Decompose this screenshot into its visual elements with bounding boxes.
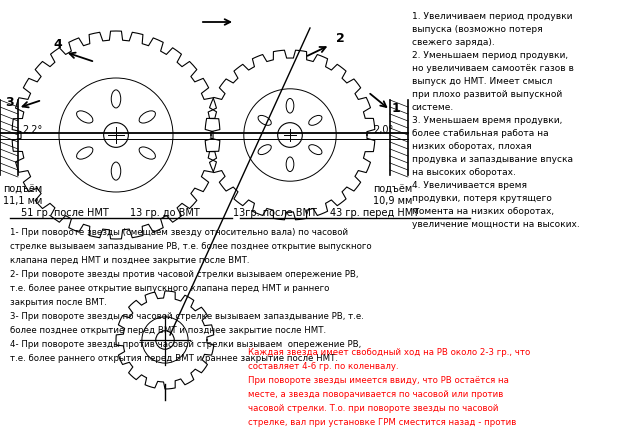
Text: стрелке, вал при установке ГРМ сместится назад - против: стрелке, вал при установке ГРМ сместится… [248, 418, 516, 427]
Text: т.е. более ранее открытие выпускного клапана перед НМТ и раннего: т.е. более ранее открытие выпускного кла… [10, 284, 329, 293]
Text: подъём: подъём [3, 185, 42, 195]
Text: часовой стрелки. Т.о. при повороте звезды по часовой: часовой стрелки. Т.о. при повороте звезд… [248, 404, 499, 413]
Text: 51 гр. после НМТ: 51 гр. после НМТ [21, 208, 109, 218]
Text: 4. Увеличивается время: 4. Увеличивается время [412, 181, 527, 190]
Text: 2: 2 [336, 31, 344, 45]
Text: 10,9 мм: 10,9 мм [373, 196, 413, 206]
Text: на высоких оборотах.: на высоких оборотах. [412, 168, 516, 177]
Text: 43 гр. перед НМТ: 43 гр. перед НМТ [331, 208, 419, 218]
Text: продувки, потеря крутящего: продувки, потеря крутящего [412, 194, 552, 203]
Text: свежего заряда).: свежего заряда). [412, 38, 495, 47]
Text: 4: 4 [54, 38, 62, 52]
Text: выпуск до НМТ. Имеет смысл: выпуск до НМТ. Имеет смысл [412, 77, 552, 86]
Text: 2. Уменьшаем период продувки,: 2. Уменьшаем период продувки, [412, 51, 568, 60]
Text: 1: 1 [392, 101, 401, 114]
Text: 2.2°: 2.2° [22, 125, 42, 135]
Text: 2- При повороте звезды против часовой стрелки вызываем опережение РВ,: 2- При повороте звезды против часовой ст… [10, 270, 359, 279]
Text: при плохо развитой выпускной: при плохо развитой выпускной [412, 90, 562, 99]
Text: 1. Увеличиваем период продувки: 1. Увеличиваем период продувки [412, 12, 572, 21]
Text: 11,1 мм: 11,1 мм [3, 196, 42, 206]
Text: увеличение мощности на высоких.: увеличение мощности на высоких. [412, 220, 580, 229]
Text: подъём: подъём [373, 185, 413, 195]
Text: 2,0°: 2,0° [373, 125, 393, 135]
Text: 3. Уменьшаем время продувки,: 3. Уменьшаем время продувки, [412, 116, 562, 125]
Text: Каждая звезда имеет свободный ход на РВ около 2-3 гр., что: Каждая звезда имеет свободный ход на РВ … [248, 348, 530, 357]
Text: месте, а звезда поворачивается по часовой или против: месте, а звезда поворачивается по часово… [248, 390, 503, 399]
Text: составляет 4-6 гр. по коленвалу.: составляет 4-6 гр. по коленвалу. [248, 362, 399, 371]
Text: При повороте звезды имеется ввиду, что РВ остаётся на: При повороте звезды имеется ввиду, что Р… [248, 376, 509, 385]
Text: выпуска (возможно потеря: выпуска (возможно потеря [412, 25, 542, 34]
Text: 13гр. после ВМТ: 13гр. после ВМТ [233, 208, 317, 218]
Text: продувка и запаздывание впуска: продувка и запаздывание впуска [412, 155, 573, 164]
Text: 13 гр. до ВМТ: 13 гр. до ВМТ [130, 208, 200, 218]
Text: более позднее открытие перед ВМТ и позднее закрытие после НМТ.: более позднее открытие перед ВМТ и поздн… [10, 326, 326, 335]
Text: системе.: системе. [412, 103, 454, 112]
Text: стрелке вызываем запаздывание РВ, т.е. более позднее открытие выпускного: стрелке вызываем запаздывание РВ, т.е. б… [10, 242, 372, 251]
Text: 4- При повороте звезды против часовой стрелки вызываем  опережение РВ,: 4- При повороте звезды против часовой ст… [10, 340, 361, 349]
Text: 3- При повороте звезды по часовой стрелке вызываем запаздывание РВ, т.е.: 3- При повороте звезды по часовой стрелк… [10, 312, 364, 321]
Text: 1- При повороте звезды (смещаем звезду относительно вала) по часовой: 1- При повороте звезды (смещаем звезду о… [10, 228, 348, 237]
Text: более стабильная работа на: более стабильная работа на [412, 129, 549, 138]
Text: 3: 3 [6, 97, 14, 110]
Text: клапана перед НМТ и позднее закрытие после ВМТ.: клапана перед НМТ и позднее закрытие пос… [10, 256, 249, 265]
Text: низких оборотах, плохая: низких оборотах, плохая [412, 142, 532, 151]
Text: закрытия после ВМТ.: закрытия после ВМТ. [10, 298, 107, 307]
Text: но увеличиваем самоотёк газов в: но увеличиваем самоотёк газов в [412, 64, 574, 73]
Text: момента на низких оборотах,: момента на низких оборотах, [412, 207, 554, 216]
Text: т.е. более раннего открытия перед ВМТ и раннее закрытие после НМТ.: т.е. более раннего открытия перед ВМТ и … [10, 354, 338, 363]
